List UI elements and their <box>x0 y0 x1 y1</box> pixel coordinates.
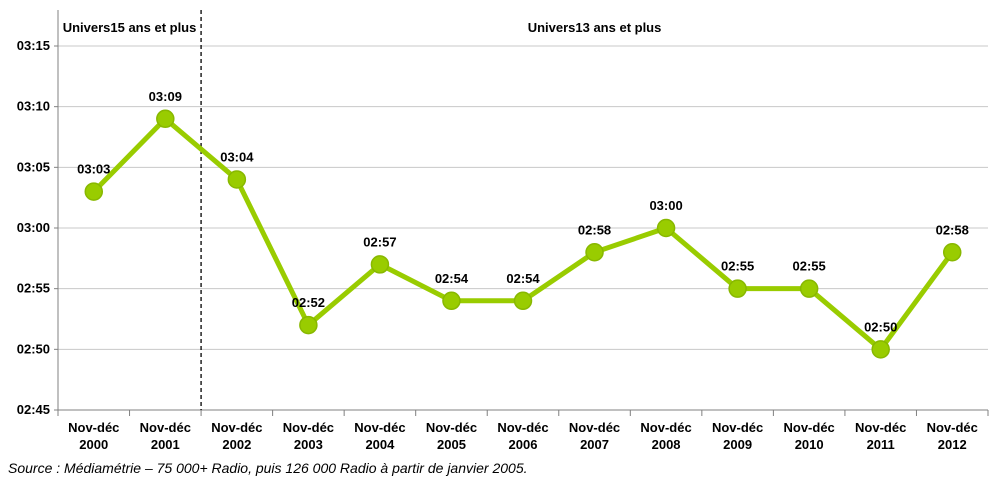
x-tick-label-year: 2007 <box>580 437 609 452</box>
x-tick-label-year: 2012 <box>938 437 967 452</box>
data-labels: 03:03 03:09 03:04 02:52 02:57 02:54 02:54 02:58… <box>77 89 969 335</box>
data-point <box>299 315 318 335</box>
x-tick-label-year: 2004 <box>365 437 395 452</box>
x-tick-label-month: Nov-déc <box>927 420 978 435</box>
data-point <box>728 279 747 298</box>
source-note: Source : Médiamétrie – 75 000+ Radio, pu… <box>8 460 528 476</box>
x-tick-label-month: Nov-déc <box>640 420 691 435</box>
data-point <box>513 291 533 311</box>
x-tick-labels: Nov-déc 2000 Nov-déc 2001 Nov-déc 2002 Nov-déc… <box>68 420 978 452</box>
region-label: Univers13 ans et plus <box>528 20 662 35</box>
data-point <box>442 291 461 311</box>
data-label: 03:09 <box>149 89 182 104</box>
y-tick-label: 03:15 <box>17 38 50 53</box>
data-label: 02:52 <box>292 295 325 310</box>
data-point <box>656 218 676 238</box>
x-tick-label-year: 2009 <box>723 437 752 452</box>
data-point <box>585 243 604 262</box>
x-tick-label-year: 2011 <box>867 437 895 452</box>
x-tick-label-month: Nov-déc <box>569 420 620 435</box>
x-tick-label-month: Nov-déc <box>68 420 119 435</box>
y-tick-label: 02:55 <box>17 281 50 296</box>
data-label: 02:58 <box>936 222 969 237</box>
x-tick-label-year: 2003 <box>294 437 323 452</box>
data-point <box>871 340 890 359</box>
x-tick-label-year: 2008 <box>652 437 681 452</box>
x-tick-label-month: Nov-déc <box>855 420 906 435</box>
data-point <box>156 109 175 129</box>
x-tick-label-month: Nov-déc <box>211 420 262 435</box>
x-tick-label-month: Nov-déc <box>712 420 763 435</box>
data-label: 02:58 <box>578 222 611 237</box>
x-tick-label-month: Nov-déc <box>497 420 548 435</box>
data-point <box>370 255 390 274</box>
data-label: 03:03 <box>77 162 110 177</box>
data-label: 03:04 <box>220 149 254 164</box>
x-tick-label-month: Nov-déc <box>140 420 191 435</box>
gridlines <box>58 45 988 350</box>
data-label: 02:54 <box>435 271 469 286</box>
data-point <box>227 170 247 189</box>
data-label: 02:55 <box>721 259 754 274</box>
data-label: 03:00 <box>649 198 682 213</box>
data-point <box>799 279 819 298</box>
x-tick-label-year: 2001 <box>151 437 180 452</box>
y-tick-label: 02:50 <box>17 341 50 356</box>
data-label: 02:57 <box>363 234 396 249</box>
y-tick-label: 02:45 <box>17 402 50 417</box>
x-tick-label-month: Nov-déc <box>426 420 477 435</box>
axes <box>54 10 989 416</box>
y-tick-label: 03:10 <box>17 99 50 114</box>
region-labels: Univers15 ans et plus Univers13 ans et pl… <box>63 20 662 35</box>
y-tick-labels: 02:45 02:50 02:55 03:00 03:05 03:10 03:15 <box>17 38 50 417</box>
series-points <box>84 109 962 359</box>
data-point <box>942 243 962 262</box>
data-point <box>84 182 104 201</box>
data-label: 02:55 <box>793 259 826 274</box>
x-tick-label-month: Nov-déc <box>283 420 334 435</box>
x-tick-label-year: 2002 <box>222 437 251 452</box>
data-label: 02:50 <box>864 319 897 334</box>
x-tick-label-year: 2010 <box>795 437 824 452</box>
x-tick-label-year: 2006 <box>509 437 538 452</box>
x-tick-label-year: 2005 <box>437 437 466 452</box>
y-tick-label: 03:05 <box>17 159 50 174</box>
x-tick-label-month: Nov-déc <box>354 420 405 435</box>
y-tick-label: 03:00 <box>17 220 50 235</box>
region-label: Univers15 ans et plus <box>63 20 197 35</box>
data-label: 02:54 <box>506 271 540 286</box>
x-tick-label-month: Nov-déc <box>784 420 835 435</box>
x-tick-label-year: 2000 <box>79 437 108 452</box>
line-chart: Univers15 ans et plus Univers13 ans et pl… <box>17 10 989 452</box>
